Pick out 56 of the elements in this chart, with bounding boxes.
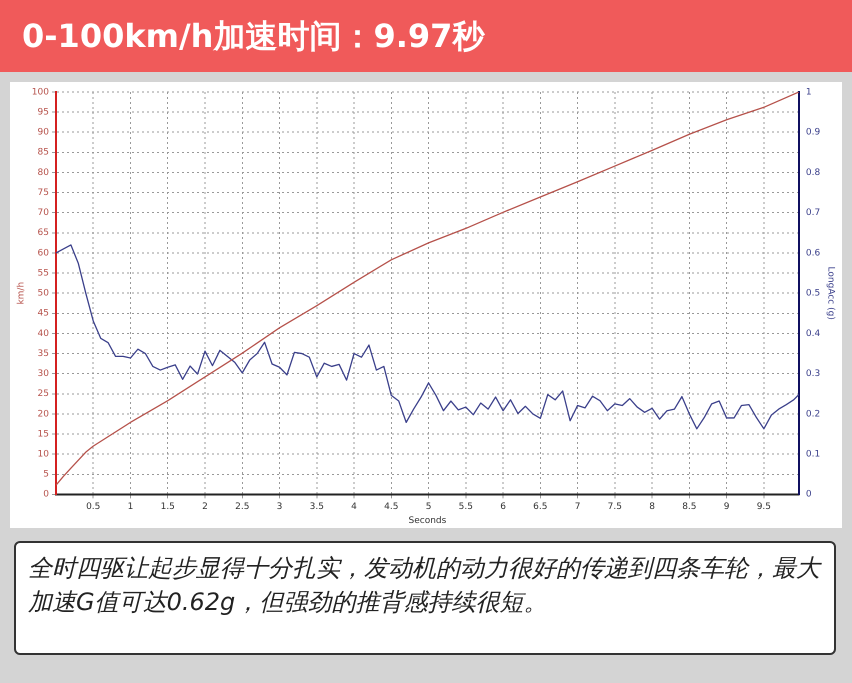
y-tick-label: 100 [32,87,50,98]
y-tick-label: 40 [38,328,50,339]
y2-tick-label: 0.2 [806,409,820,420]
y-tick-label: 95 [38,107,49,118]
x-tick-label: 4.5 [384,502,398,512]
y-tick-label: 45 [38,308,49,319]
x-tick-label: 1.5 [160,502,175,512]
y-tick-label: 85 [38,148,49,158]
y2-tick-label: 0.3 [806,369,820,380]
x-tick-label: 0.5 [86,502,100,512]
y-tick-label: 70 [38,208,50,218]
y-axis-title: km/h [16,282,27,305]
text: 全时四驱让起步显得十分扎实，发动机的动力很好的传递到四条车轮，最大加速G值可达0.62g，但强劲的推背感持续很短。 [14,541,836,655]
y-tick-label: 10 [38,450,50,460]
y-tick-label: 65 [38,228,49,238]
x-tick-label: 9 [724,502,730,512]
x-tick-label: 5.5 [458,502,473,512]
x-tick-label: 2.5 [235,502,250,512]
y-tick-label: 35 [38,348,49,359]
y2-tick-label: 0.8 [806,168,820,178]
x-tick-label: 5 [426,502,432,512]
y2-axis-title: LongAcc (g) [825,266,836,320]
x-tick-label: 8.5 [682,502,697,512]
x-tick-label: 4 [351,502,358,512]
x-tick-label: 1 [128,502,134,512]
y-tick-label: 15 [38,429,49,440]
y-tick-label: 60 [38,248,50,258]
chart-title: 0-100km/h加速时间：9.97秒 [0,0,852,72]
x-tick-label: 3 [276,502,282,512]
x-tick-label: 6 [500,502,506,512]
y2-tick-label: 0.9 [806,128,820,138]
x-tick-label: 7 [574,502,580,512]
y-tick-label: 30 [38,369,50,380]
y-tick-label: 0 [43,490,50,500]
y2-tick-label: 0.6 [806,248,820,258]
y-tick-label: 25 [38,389,49,400]
y-tick-label: 75 [38,188,49,198]
x-tick-label: 6.5 [533,502,548,512]
x-tick-label: 3.5 [310,502,324,512]
y2-tick-label: 0.7 [806,208,820,218]
y-tick-label: 50 [38,288,50,299]
x-tick-label: 8 [649,502,656,512]
y2-tick-label: 0 [806,490,812,500]
y-tick-label: 80 [38,168,50,178]
y2-tick-label: 0.4 [806,328,820,339]
x-tick-label: 7.5 [608,502,622,512]
y-tick-label: 5 [43,470,49,480]
x-tick-label: 2 [202,502,208,512]
x-axis-title: Seconds [408,516,447,526]
y-tick-label: 90 [38,128,50,138]
y2-tick-label: 0.5 [806,288,820,299]
y2-tick-label: 0.1 [806,450,820,460]
x-tick-label: 9.5 [756,502,772,512]
y-tick-label: 55 [38,268,49,278]
y2-tick-label: 1 [806,87,812,98]
y-tick-label: 20 [38,409,50,420]
